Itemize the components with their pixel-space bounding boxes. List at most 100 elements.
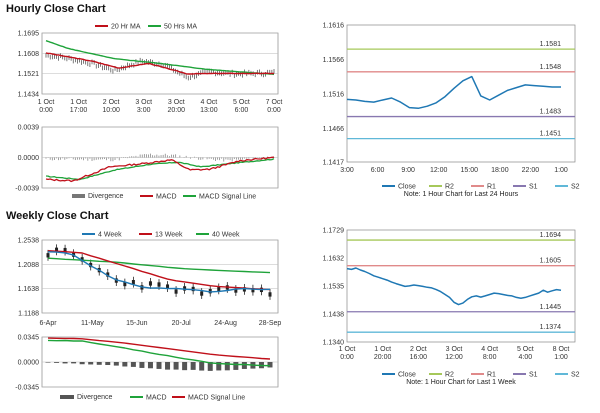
weekly-pivot-ytick: 1.1340 [323, 340, 345, 347]
weekly-pivot-xtick-date: 5 Oct [517, 346, 534, 353]
weekly-pivot-xtick-time: 8:00 [483, 354, 497, 361]
weekly-4w-line [47, 251, 271, 293]
weekly-candle-body [148, 281, 152, 286]
weekly-candle-body [234, 288, 238, 293]
weekly-price-xtick: 15-Jun [126, 320, 148, 327]
weekly-divergence-bar [224, 362, 230, 371]
hourly-pivot-xtick: 15:00 [461, 167, 479, 174]
hourly-pivot-level-label-S2: 1.1451 [540, 131, 562, 138]
weekly-price-xtick: 28-Sep [259, 320, 282, 327]
weekly-pivot-ytick: 1.1632 [323, 255, 345, 262]
hourly-price-xtick-date: 1 Oct [70, 99, 87, 106]
weekly-price-legend-1-label: 13 Week [155, 232, 183, 239]
weekly-candle-body [157, 282, 161, 287]
weekly-pivot-xtick-date: 3 Oct [446, 346, 463, 353]
hourly-price-xtick-date: 7 Oct [266, 99, 283, 106]
weekly-divergence-bar [147, 362, 153, 369]
hourly-pivot-ytick: 1.1566 [323, 57, 345, 64]
hourly-price-xtick-date: 4 Oct [200, 99, 217, 106]
hourly-pivot-ytick: 1.1417 [323, 160, 345, 167]
weekly-macd-line [47, 339, 271, 367]
hourly-macd-signal-line [45, 158, 275, 181]
weekly-pivot-level-label-S1: 1.1445 [540, 304, 562, 311]
weekly-divergence-bar [113, 362, 119, 366]
weekly-divergence-bar [216, 362, 222, 371]
weekly-pivot-legend-2-label: R1 [487, 372, 496, 379]
hourly-pivot-xtick: 22:00 [522, 167, 540, 174]
hourly-macd-ytick: 0.0039 [18, 125, 40, 132]
weekly-section-title: Weekly Close Chart [6, 210, 109, 222]
weekly-pivot-ytick: 1.1438 [323, 311, 345, 318]
weekly-pivot-legend-4-label: S2 [571, 372, 580, 379]
weekly-candle-body [55, 247, 59, 252]
weekly-candle-body [63, 247, 67, 253]
weekly-pivot-legend-3-label: S1 [529, 372, 538, 379]
hourly-pivot-xtick: 1:00 [554, 167, 568, 174]
weekly-40w-line [47, 257, 271, 274]
hourly-price-xtick-time: 3:00 [137, 107, 151, 114]
weekly-pivot-xtick-time: 0:00 [340, 354, 354, 361]
weekly-candle-body [268, 292, 272, 297]
weekly-13w-line [47, 250, 271, 291]
weekly-divergence-bar [88, 362, 94, 365]
weekly-candle-body [89, 262, 93, 268]
weekly-divergence-bar [54, 362, 60, 363]
weekly-divergence-bar [79, 362, 85, 365]
weekly-candle-body [123, 281, 127, 287]
weekly-macd-legend-1-label: MACD [146, 395, 167, 402]
hourly-pivot-ytick: 1.1466 [323, 126, 345, 133]
weekly-divergence-bar [45, 362, 51, 363]
weekly-pivot-xtick-time: 1:00 [554, 354, 568, 361]
hourly-price-legend-0-label: 20 Hr MA [111, 24, 141, 31]
hourly-price-ytick: 1.1521 [18, 71, 40, 78]
hourly-ma50-line [45, 40, 275, 76]
weekly-candle-body [174, 289, 178, 294]
hourly-pivot-level-label-R2: 1.1581 [540, 41, 562, 48]
hourly-price-xtick-time: 0:00 [267, 107, 281, 114]
hourly-price-ytick: 1.1608 [18, 51, 40, 58]
hourly-pivot-xtick: 6:00 [371, 167, 385, 174]
weekly-price-xtick: 11-May [81, 320, 104, 327]
hourly-macd-legend-2-label: MACD Signal Line [199, 194, 256, 201]
hourly-ma20-line [45, 52, 275, 75]
weekly-price-legend-2-label: 40 Week [212, 232, 240, 239]
hourly-price-ytick: 1.1434 [18, 92, 40, 99]
weekly-pivot-legend-0-label: Close [398, 372, 416, 379]
weekly-price-ytick: 1.1638 [18, 286, 40, 293]
hourly-pivot-xtick: 9:00 [401, 167, 415, 174]
weekly-candle-body [208, 289, 212, 294]
weekly-pivot-xtick-time: 12:00 [445, 354, 463, 361]
weekly-pivot-xtick-date: 1 Oct [339, 346, 356, 353]
hourly-price-xtick-time: 10:00 [102, 107, 120, 114]
weekly-divergence-bar [96, 362, 102, 365]
weekly-divergence-bar [71, 362, 77, 364]
hourly-price-xtick-date: 2 Oct [103, 99, 120, 106]
weekly-candle-body [46, 253, 50, 258]
hourly-pivot-close-line [346, 75, 561, 110]
weekly-divergence-bar [105, 362, 111, 366]
hourly-price-ytick: 1.1695 [18, 31, 40, 38]
hourly-pivot-xtick: 12:00 [430, 167, 448, 174]
weekly-pivot-xtick-date: 2 Oct [410, 346, 427, 353]
hourly-section-title: Hourly Close Chart [6, 3, 106, 15]
hourly-macd-line [45, 156, 275, 183]
weekly-pivot-legend-1-label: R2 [445, 372, 454, 379]
weekly-pivot-xtick-time: 16:00 [410, 354, 428, 361]
hourly-price-xtick-date: 5 Oct [233, 99, 250, 106]
weekly-candle-body [191, 286, 195, 292]
weekly-candle-body [166, 284, 170, 289]
hourly-price-xtick-date: 3 Oct [135, 99, 152, 106]
weekly-pivot-frame [346, 229, 576, 343]
weekly-macd-ytick: 0.0345 [18, 335, 40, 342]
hourly-pivot-legend-4-label: S2 [571, 184, 580, 191]
weekly-pivot-level-label-R2: 1.1694 [540, 232, 562, 239]
hourly-pivot-level-label-R1: 1.1548 [540, 64, 562, 71]
weekly-candle-body [183, 286, 187, 291]
hourly-macd-legend-0-label: Divergence [88, 193, 124, 200]
weekly-divergence-bar [173, 362, 179, 370]
weekly-divergence-bar [139, 362, 145, 368]
hourly-price-xtick-time: 17:00 [70, 107, 88, 114]
weekly-macd-legend-2-label: MACD Signal Line [188, 395, 245, 402]
